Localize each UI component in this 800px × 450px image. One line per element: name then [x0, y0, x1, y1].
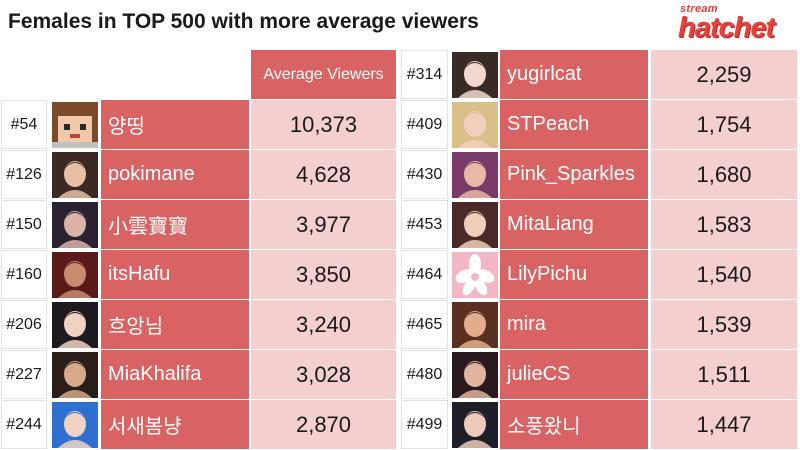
streamer-avatar-icon	[451, 351, 498, 398]
rank-cell: #480	[401, 350, 448, 399]
streamer-avatar-icon	[451, 401, 498, 448]
streamer-name: 흐앙님	[101, 300, 249, 349]
avatar-cell	[449, 100, 500, 149]
average-viewers-value: 3,850	[251, 250, 396, 299]
avatar-cell	[449, 50, 500, 99]
avatar-cell	[49, 350, 100, 399]
average-viewers-value: 2,259	[651, 50, 797, 99]
rank-cell: #409	[401, 100, 448, 149]
streamer-name: LilyPichu	[500, 250, 648, 299]
streamer-avatar-icon	[451, 151, 498, 198]
streamer-name: 소풍왔니	[500, 400, 648, 449]
rank-cell: #150	[1, 200, 47, 249]
rank-cell: #54	[1, 100, 47, 149]
streamer-avatar-icon	[451, 51, 498, 98]
average-viewers-value: 1,680	[651, 150, 797, 199]
logo-text-big: hatchet	[678, 12, 775, 44]
streamer-name: itsHafu	[101, 250, 249, 299]
chart-title: Females in TOP 500 with more average vie…	[8, 10, 479, 33]
avatar-cell	[49, 100, 100, 149]
average-viewers-value: 2,870	[251, 400, 396, 449]
streamer-avatar-icon	[451, 251, 498, 298]
avatar-cell	[449, 150, 500, 199]
average-viewers-value: 1,540	[651, 250, 797, 299]
rank-cell: #227	[1, 350, 47, 399]
avatar-cell	[49, 300, 100, 349]
header-average-viewers: Average Viewers	[251, 50, 396, 99]
logo-text-small: stream	[680, 3, 718, 15]
average-viewers-value: 1,583	[651, 200, 797, 249]
rank-cell: #430	[401, 150, 448, 199]
rank-cell: #465	[401, 300, 448, 349]
streamer-avatar-icon	[451, 101, 498, 148]
rank-cell: #244	[1, 400, 47, 449]
streamer-name: julieCS	[500, 350, 648, 399]
streamer-name: MiaKhalifa	[101, 350, 249, 399]
rank-cell: #464	[401, 250, 448, 299]
average-viewers-value: 10,373	[251, 100, 396, 149]
average-viewers-value: 1,539	[651, 300, 797, 349]
avatar-cell	[449, 250, 500, 299]
streamer-name: pokimane	[101, 150, 249, 199]
average-viewers-value: 1,447	[651, 400, 797, 449]
streamer-name: MitaLiang	[500, 200, 648, 249]
streamer-name: 양띵	[101, 100, 249, 149]
average-viewers-value: 3,028	[251, 350, 396, 399]
rank-cell: #126	[1, 150, 47, 199]
streamer-avatar-icon	[51, 401, 98, 448]
rank-cell: #314	[401, 50, 448, 99]
streamer-avatar-icon	[51, 351, 98, 398]
streamer-avatar-icon	[51, 251, 98, 298]
streamer-avatar-icon	[51, 201, 98, 248]
streamer-name: yugirlcat	[500, 50, 648, 99]
rank-cell: #499	[401, 400, 448, 449]
stream-hatchet-logo: stream hatchet	[676, 3, 794, 47]
avatar-cell	[49, 200, 100, 249]
streamer-name: Pink_Sparkles	[500, 150, 648, 199]
streamer-avatar-icon	[51, 151, 98, 198]
average-viewers-value: 1,511	[651, 350, 797, 399]
rank-cell: #206	[1, 300, 47, 349]
streamer-name: 서새봄냥	[101, 400, 249, 449]
streamer-avatar-icon	[51, 101, 98, 148]
streamer-name: 小雲寶寶	[101, 200, 249, 249]
average-viewers-value: 4,628	[251, 150, 396, 199]
average-viewers-value: 1,754	[651, 100, 797, 149]
streamer-avatar-icon	[451, 201, 498, 248]
avatar-cell	[49, 400, 100, 449]
average-viewers-value: 3,977	[251, 200, 396, 249]
rank-cell: #453	[401, 200, 448, 249]
streamer-name: STPeach	[500, 100, 648, 149]
avatar-cell	[449, 200, 500, 249]
rank-cell: #160	[1, 250, 47, 299]
avatar-cell	[449, 350, 500, 399]
average-viewers-value: 3,240	[251, 300, 396, 349]
streamer-avatar-icon	[451, 301, 498, 348]
avatar-cell	[449, 300, 500, 349]
avatar-cell	[449, 400, 500, 449]
avatar-cell	[49, 150, 100, 199]
streamer-avatar-icon	[51, 301, 98, 348]
avatar-cell	[49, 250, 100, 299]
streamer-name: mira	[500, 300, 648, 349]
